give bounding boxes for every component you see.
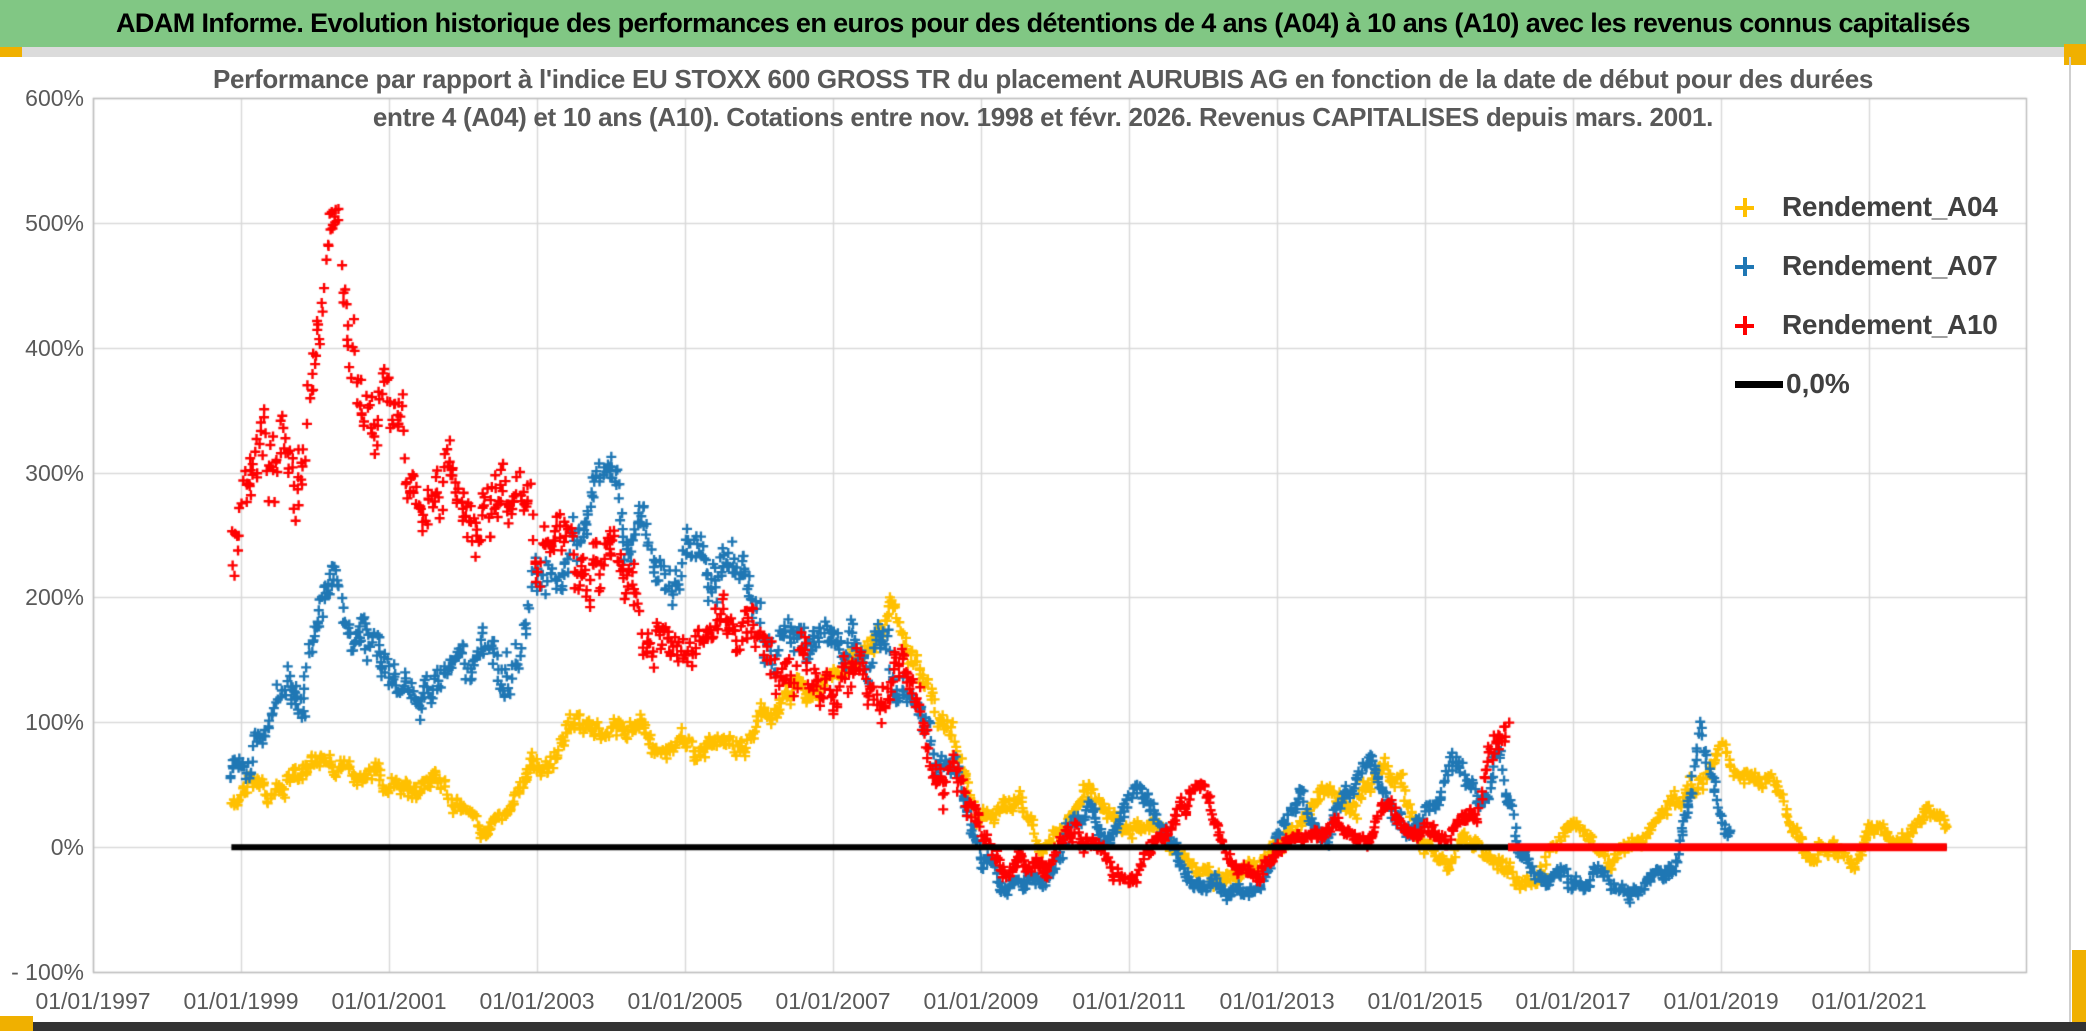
banner: ADAM Informe. Evolution historique des p…	[0, 0, 2086, 47]
legend-entry-a07: Rendement_A07	[1735, 249, 1998, 283]
legend-entry-zero-line: 0,0%	[1735, 367, 1998, 401]
y-axis-tick-label: 400%	[25, 334, 84, 361]
x-axis-tick-label: 01/01/2017	[1515, 988, 1631, 1014]
y-axis-tick-label: 0%	[50, 834, 84, 861]
banner-title: ADAM Informe. Evolution historique des p…	[116, 8, 1971, 38]
y-axis-tick-label: - 100%	[11, 959, 84, 985]
legend-label: 0,0%	[1786, 368, 1850, 399]
legend-label: Rendement_A07	[1782, 250, 1998, 281]
chart-title-line2: entre 4 (A04) et 10 ans (A10). Cotations…	[372, 102, 1714, 132]
y-axis-tick-label: 500%	[25, 209, 84, 236]
x-axis-tick-label: 01/01/2015	[1367, 988, 1483, 1014]
legend-entry-a10: Rendement_A10	[1735, 308, 1998, 342]
legend-label: Rendement_A04	[1782, 191, 1998, 222]
x-axis-tick-label: 01/01/2007	[775, 988, 891, 1014]
x-axis-tick-label: 01/01/2013	[1219, 988, 1335, 1014]
chart-title: Performance par rapport à l'indice EU ST…	[0, 60, 2086, 136]
x-axis-tick-label: 01/01/2009	[923, 988, 1039, 1014]
y-axis-tick-label: 100%	[25, 709, 84, 736]
y-axis-tick-label: 300%	[25, 459, 84, 486]
x-axis-tick-label: 01/01/2003	[479, 988, 595, 1014]
frame-accent-top-right	[2064, 44, 2086, 65]
frame-right-edge-line	[2069, 57, 2071, 1022]
legend: Rendement_A04 Rendement_A07 Rendement_A1…	[1735, 190, 1998, 401]
plus-marker-icon	[1735, 197, 1754, 217]
y-axis-tick-label: 600%	[25, 85, 84, 111]
plus-marker-icon	[1735, 256, 1754, 276]
zero-line-icon	[1735, 380, 1783, 388]
banner-substrip	[0, 47, 2086, 57]
plus-marker-icon	[1735, 315, 1754, 335]
frame-bottom-bar	[33, 1022, 2086, 1031]
legend-label: Rendement_A10	[1782, 309, 1998, 340]
x-axis-tick-label: 01/01/2011	[1072, 988, 1186, 1014]
frame-accent-bottom-right	[2072, 950, 2086, 1031]
x-axis-tick-label: 01/01/1997	[35, 988, 151, 1014]
y-axis-tick-label: 200%	[25, 584, 84, 611]
x-axis-tick-label: 01/01/1999	[183, 988, 299, 1014]
x-axis-tick-label: 01/01/2019	[1663, 988, 1779, 1014]
frame-accent-top-left	[0, 47, 22, 57]
x-axis-tick-label: 01/01/2005	[627, 988, 743, 1014]
x-axis-tick-label: 01/01/2001	[331, 988, 447, 1014]
legend-entry-a04: Rendement_A04	[1735, 190, 1998, 224]
frame-accent-bottom-left	[0, 1016, 33, 1031]
chart-title-line1: Performance par rapport à l'indice EU ST…	[212, 64, 1874, 94]
x-axis-tick-label: 01/01/2021	[1811, 988, 1927, 1014]
